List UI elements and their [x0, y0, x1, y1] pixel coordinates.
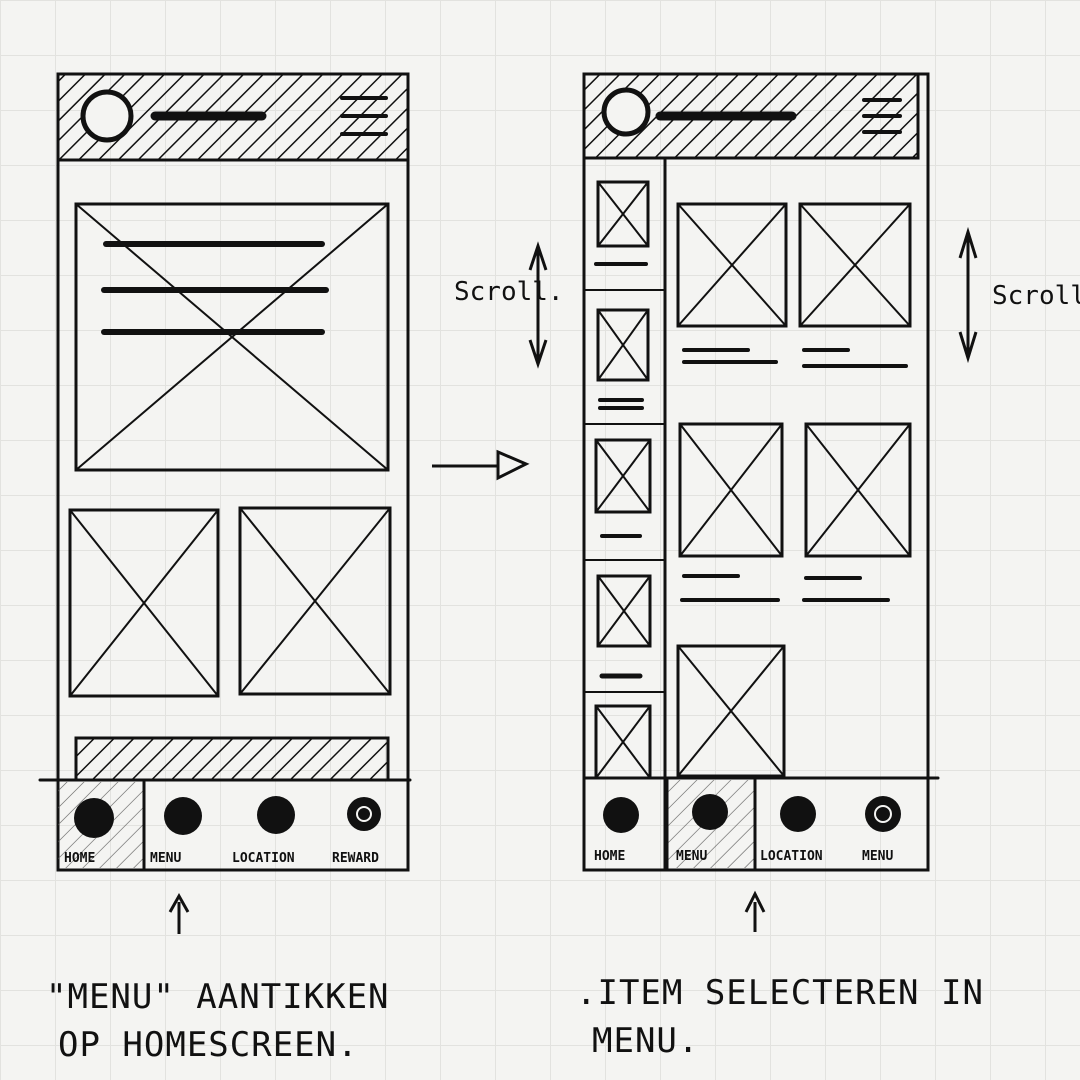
scroll-arrow-right — [958, 226, 978, 364]
nav-home-icon[interactable] — [74, 798, 114, 838]
nav-label-home[interactable]: HOME — [64, 851, 95, 866]
tile-image-placeholder[interactable] — [238, 506, 392, 696]
hamburger-menu-icon[interactable] — [340, 96, 388, 136]
tile-image-placeholder[interactable] — [68, 508, 220, 698]
nav-home-icon[interactable] — [603, 797, 639, 833]
product-card[interactable] — [676, 202, 788, 364]
product-card[interactable] — [678, 422, 784, 602]
category-item[interactable] — [583, 180, 666, 291]
nav-label-menu[interactable]: MENU — [676, 849, 707, 864]
product-grid — [676, 202, 912, 778]
scroll-label-left: Scroll. — [454, 277, 564, 307]
nav-label-home[interactable]: HOME — [594, 849, 625, 864]
bottom-nav-labels: HOME MENU LOCATION MENU — [594, 849, 893, 864]
nav-label-menu[interactable]: MENU — [862, 849, 893, 864]
hero-image-placeholder[interactable] — [74, 202, 390, 472]
hamburger-menu-icon[interactable] — [862, 98, 902, 134]
nav-location-icon[interactable] — [780, 796, 816, 832]
scroll-arrow-left — [528, 241, 548, 369]
nav-label-reward[interactable]: REWARD — [332, 851, 379, 866]
promo-banner[interactable] — [74, 736, 390, 782]
product-card[interactable] — [798, 202, 912, 368]
hero-text-lines — [101, 241, 329, 335]
nav-reward-icon[interactable] — [347, 797, 381, 831]
caption-right-line1: .ITEM SELECTEREN IN — [576, 973, 984, 1013]
pointer-arrow-up — [168, 892, 190, 934]
bottom-nav — [582, 776, 940, 872]
caption-right-line2: MENU. — [592, 1021, 699, 1061]
bottom-nav — [38, 778, 412, 872]
nav-label-location[interactable]: LOCATION — [760, 849, 823, 864]
nav-location-icon[interactable] — [257, 796, 295, 834]
logo-icon — [80, 89, 134, 143]
category-item[interactable] — [583, 308, 666, 425]
bottom-nav-labels: HOME MENU LOCATION REWARD — [64, 851, 379, 866]
scroll-label-right: Scroll. — [992, 281, 1080, 311]
app-header — [56, 72, 410, 162]
nav-menu-icon[interactable] — [865, 796, 901, 832]
product-card[interactable] — [802, 422, 912, 602]
category-sidebar — [583, 180, 666, 780]
app-header — [582, 72, 920, 160]
nav-menu-icon[interactable] — [164, 797, 202, 835]
category-item[interactable] — [583, 438, 666, 561]
nav-menu-icon[interactable] — [692, 794, 728, 830]
category-item[interactable] — [594, 704, 652, 780]
pointer-arrow-up — [744, 890, 766, 932]
product-card[interactable] — [676, 644, 786, 778]
category-item[interactable] — [583, 574, 666, 693]
nav-label-location[interactable]: LOCATION — [232, 851, 295, 866]
transition-arrow — [432, 449, 530, 481]
logo-icon — [601, 87, 651, 137]
phone-frame — [582, 72, 930, 872]
caption-left-line1: "MENU" AANTIKKEN — [46, 977, 390, 1017]
nav-label-menu[interactable]: MENU — [150, 851, 181, 866]
phone-screen-home — [38, 72, 412, 872]
caption-left-line2: OP HOMESCREEN. — [58, 1025, 359, 1065]
phone-screen-menu — [582, 72, 940, 872]
